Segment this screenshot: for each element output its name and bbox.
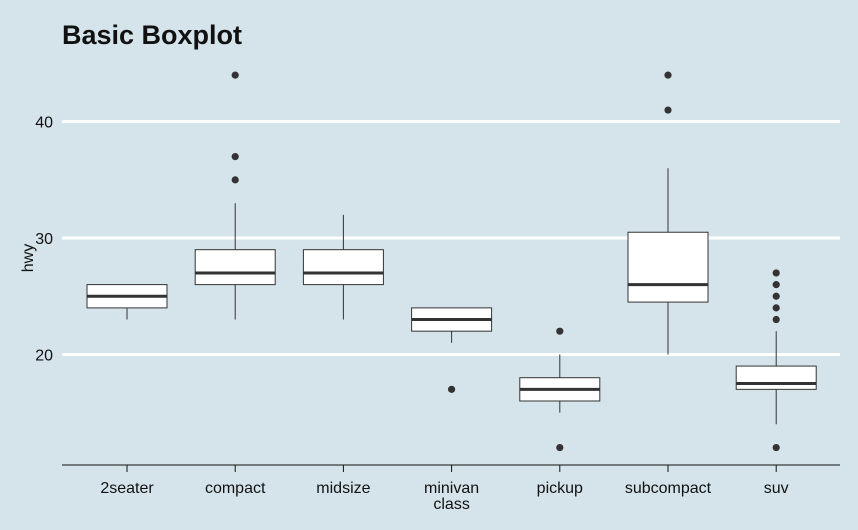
x-tick-label: pickup <box>537 480 583 497</box>
box-2seater <box>86 284 168 320</box>
x-tick-label: minivan <box>424 480 479 497</box>
outlier-point <box>556 443 564 452</box>
box-rect <box>194 249 276 286</box>
outlier-point <box>556 327 564 335</box>
outlier-point <box>772 292 780 300</box>
outlier-point <box>664 106 672 114</box>
box-minivan <box>411 307 493 393</box>
x-tick-label: midsize <box>316 480 370 497</box>
box-rect <box>302 249 384 286</box>
boxes-layer <box>86 71 817 452</box>
box-rect <box>627 231 709 303</box>
outlier-point <box>772 315 780 324</box>
y-tick-label: 20 <box>35 347 53 364</box>
outlier-point <box>772 443 780 452</box>
y-tick-label: 30 <box>35 231 53 248</box>
box-subcompact <box>627 71 709 355</box>
axes: 20 30 40 2seater compact midsize minivan pickup… <box>35 115 840 497</box>
outlier-point <box>772 281 780 289</box>
box-compact <box>194 71 276 320</box>
x-tick-label: subcompact <box>625 480 712 497</box>
outlier-point <box>664 71 672 79</box>
x-tick-label: suv <box>764 480 789 497</box>
outlier-point <box>231 71 239 79</box>
outlier-point <box>772 269 780 277</box>
chart-title: Basic Boxplot <box>62 20 242 50</box>
box-midsize <box>302 214 384 320</box>
y-tick-label: 40 <box>35 115 53 132</box>
outlier-point <box>448 385 456 393</box>
grid-lines <box>62 120 840 356</box>
box-pickup <box>519 327 601 452</box>
box-suv <box>735 269 817 452</box>
x-tick-label: 2seater <box>100 480 154 497</box>
outlier-point <box>231 176 239 184</box>
y-axis-title: hwy <box>20 244 37 272</box>
outlier-point <box>231 152 239 161</box>
box-rect <box>735 365 817 390</box>
outlier-point <box>772 304 780 312</box>
x-axis-title: class <box>433 496 469 513</box>
x-tick-label: compact <box>205 480 266 497</box>
